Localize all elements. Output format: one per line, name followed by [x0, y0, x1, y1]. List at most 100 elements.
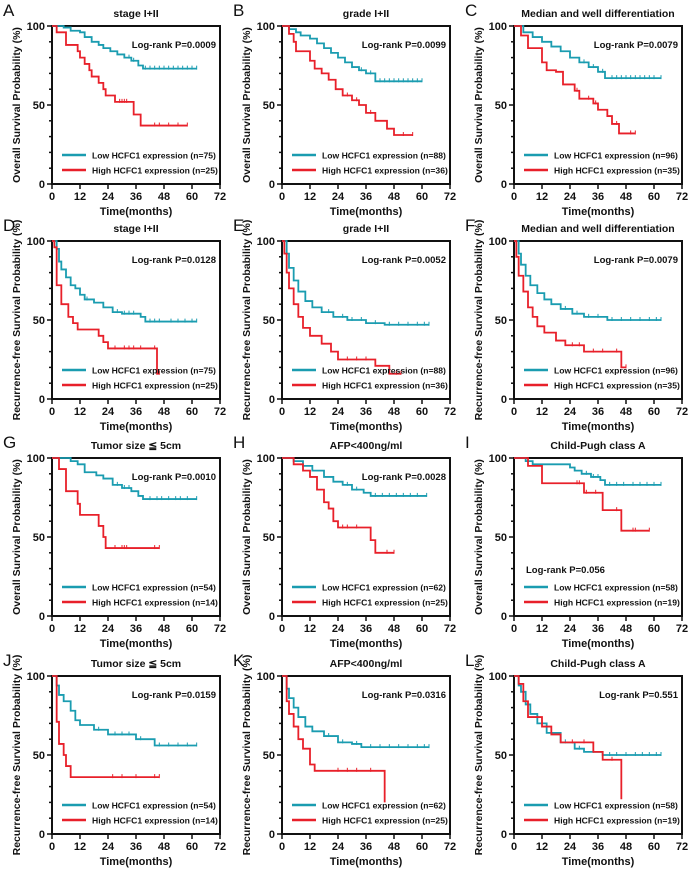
legend-label: Low HCFC1 expression (n=75)	[92, 366, 216, 376]
survival-curve-high	[514, 675, 623, 800]
y-tick-label: 0	[269, 394, 275, 406]
survival-curve-low	[282, 457, 427, 497]
x-axis-label: Time(months)	[330, 638, 403, 650]
x-axis-label: Time(months)	[100, 206, 173, 218]
survival-curve-low	[282, 675, 429, 748]
survival-curve-low	[514, 457, 661, 486]
x-axis-label: Time(months)	[562, 856, 635, 868]
panel-letter: A	[3, 1, 15, 20]
x-tick-label: 48	[158, 191, 170, 203]
y-tick-label: 100	[27, 21, 45, 33]
y-axis-label: Overall Survival Probability (%)	[473, 459, 485, 615]
legend-label: High HCFC1 expression (n=19)	[554, 816, 680, 826]
legend-label: High HCFC1 expression (n=36)	[322, 166, 448, 176]
y-tick-label: 50	[33, 532, 45, 544]
y-tick-label: 0	[39, 394, 45, 406]
panel-title: Median and well differentiation	[521, 223, 674, 235]
x-tick-label: 0	[279, 841, 285, 853]
survival-curve-low	[52, 457, 197, 500]
x-tick-label: 36	[592, 623, 604, 635]
survival-curve-high	[514, 457, 650, 532]
x-tick-label: 48	[388, 841, 400, 853]
x-tick-label: 72	[444, 623, 456, 635]
x-tick-label: 36	[130, 191, 142, 203]
logrank-p-value: Log-rank P=0.0009	[132, 40, 216, 51]
x-tick-label: 0	[511, 623, 517, 635]
y-axis-label: Recurrence-free Survival Probability (%)	[11, 220, 23, 421]
panel-letter: C	[465, 1, 477, 20]
logrank-p-value: Log-rank P=0.056	[526, 565, 605, 576]
legend-label: High HCFC1 expression (n=25)	[322, 816, 448, 826]
survival-curve-low	[52, 25, 197, 70]
legend-label: Low HCFC1 expression (n=54)	[92, 801, 216, 811]
x-axis-label: Time(months)	[562, 638, 635, 650]
x-tick-label: 24	[332, 623, 345, 635]
y-tick-label: 50	[33, 315, 45, 327]
x-tick-label: 60	[186, 623, 198, 635]
km-panel-c: C Median and well differentiation Overall …	[465, 1, 688, 218]
panel-letter: G	[3, 433, 16, 452]
km-panel-l: L Child-Pugh class A Recurrence-free Survi…	[465, 651, 688, 868]
legend-label: High HCFC1 expression (n=25)	[322, 598, 448, 608]
y-axis-label: Overall Survival Probability (%)	[241, 459, 253, 615]
survival-curve-low	[52, 240, 197, 323]
y-axis-label: Recurrence-free Survival Probability (%)	[11, 655, 23, 856]
x-tick-label: 60	[186, 841, 198, 853]
logrank-p-value: Log-rank P=0.0159	[132, 690, 216, 701]
panel-title: AFP<400ng/ml	[330, 658, 403, 670]
y-axis-label: Recurrence-free Survival Probability (%)	[473, 220, 485, 421]
x-tick-label: 0	[279, 191, 285, 203]
x-axis-label: Time(months)	[330, 206, 403, 218]
logrank-p-value: Log-rank P=0.0079	[594, 255, 678, 266]
legend-label: Low HCFC1 expression (n=54)	[92, 583, 216, 593]
x-tick-label: 36	[592, 191, 604, 203]
x-axis-label: Time(months)	[562, 206, 635, 218]
legend-label: High HCFC1 expression (n=14)	[92, 598, 218, 608]
legend-label: Low HCFC1 expression (n=96)	[554, 366, 678, 376]
x-tick-label: 24	[564, 406, 577, 418]
y-tick-label: 50	[263, 315, 275, 327]
y-tick-label: 50	[263, 532, 275, 544]
x-tick-label: 60	[186, 406, 198, 418]
panel-title: Child-Pugh class A	[550, 440, 646, 452]
survival-curve-high	[282, 25, 413, 136]
x-tick-label: 36	[360, 406, 372, 418]
y-tick-label: 100	[257, 236, 275, 248]
legend-label: Low HCFC1 expression (n=88)	[322, 366, 446, 376]
y-tick-label: 100	[257, 21, 275, 33]
x-tick-label: 72	[214, 406, 226, 418]
x-tick-label: 24	[564, 623, 577, 635]
y-axis-label: Overall Survival Probability (%)	[11, 27, 23, 183]
x-tick-label: 12	[74, 623, 86, 635]
survival-curve-high	[52, 457, 160, 549]
x-tick-label: 36	[130, 841, 142, 853]
y-tick-label: 100	[257, 453, 275, 465]
x-tick-label: 60	[648, 406, 660, 418]
y-tick-label: 100	[489, 236, 507, 248]
x-tick-label: 12	[74, 841, 86, 853]
x-tick-label: 24	[102, 191, 115, 203]
y-tick-label: 50	[33, 750, 45, 762]
x-tick-label: 48	[620, 406, 632, 418]
x-axis-label: Time(months)	[100, 638, 173, 650]
km-panel-f: F Median and well differentiation Recurren…	[465, 216, 688, 433]
legend-label: High HCFC1 expression (n=25)	[92, 166, 218, 176]
x-tick-label: 36	[360, 623, 372, 635]
km-panel-g: G Tumor size ≦ 5cm Overall Survival Probab…	[3, 433, 226, 650]
x-tick-label: 12	[304, 406, 316, 418]
survival-curve-low	[282, 25, 422, 83]
x-tick-label: 0	[279, 406, 285, 418]
panel-letter: F	[465, 216, 475, 235]
x-tick-label: 48	[620, 841, 632, 853]
survival-curve-low	[514, 240, 661, 321]
x-tick-label: 72	[444, 406, 456, 418]
x-tick-label: 72	[444, 191, 456, 203]
x-tick-label: 12	[536, 406, 548, 418]
panel-title: Child-Pugh class A	[550, 658, 646, 670]
logrank-p-value: Log-rank P=0.551	[599, 690, 679, 701]
panel-letter: H	[233, 433, 245, 452]
km-panel-h: H AFP<400ng/ml Overall Survival Probabilit…	[233, 433, 456, 650]
x-tick-label: 48	[158, 841, 170, 853]
